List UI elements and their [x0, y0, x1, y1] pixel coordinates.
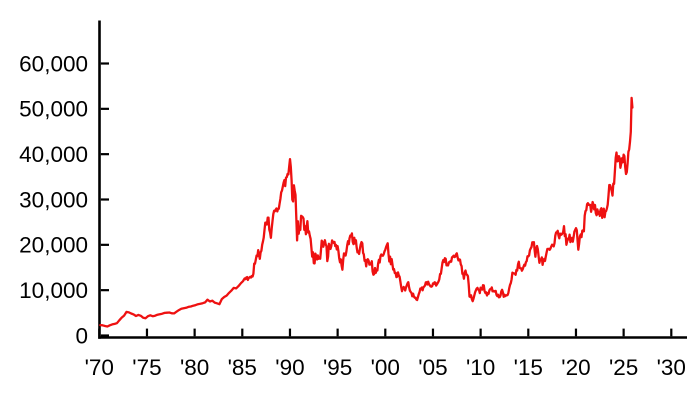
- x-tick-label: '20: [561, 355, 590, 380]
- x-tick-label: '90: [275, 355, 304, 380]
- y-tick-label: 60,000: [19, 51, 88, 76]
- x-tick-label: '05: [418, 355, 447, 380]
- x-tick-label: '10: [466, 355, 495, 380]
- axis-ticks: [98, 62, 673, 337]
- x-tick-label: '75: [132, 355, 161, 380]
- x-tick-label: '25: [609, 355, 638, 380]
- axes: [98, 20, 687, 339]
- y-tick-label: 20,000: [19, 233, 88, 258]
- x-tick-label: '85: [228, 355, 257, 380]
- x-tick-label: '80: [180, 355, 209, 380]
- price-series-line: [99, 96, 634, 328]
- x-tick-label: '70: [85, 355, 114, 380]
- y-tick-label: 50,000: [19, 97, 88, 122]
- y-tick-label: 10,000: [19, 278, 88, 303]
- x-tick-label: '00: [371, 355, 400, 380]
- x-tick-label: '15: [514, 355, 543, 380]
- y-tick-label: 40,000: [19, 142, 88, 167]
- y-tick-label: 0: [75, 323, 88, 348]
- axis-tick-labels: 0 10,000 20,000 30,000 40,000 50,000 60,000 '70…: [19, 51, 686, 380]
- y-tick-label: 30,000: [19, 187, 88, 212]
- x-tick-label: '95: [323, 355, 352, 380]
- x-tick-label: '30: [657, 355, 686, 380]
